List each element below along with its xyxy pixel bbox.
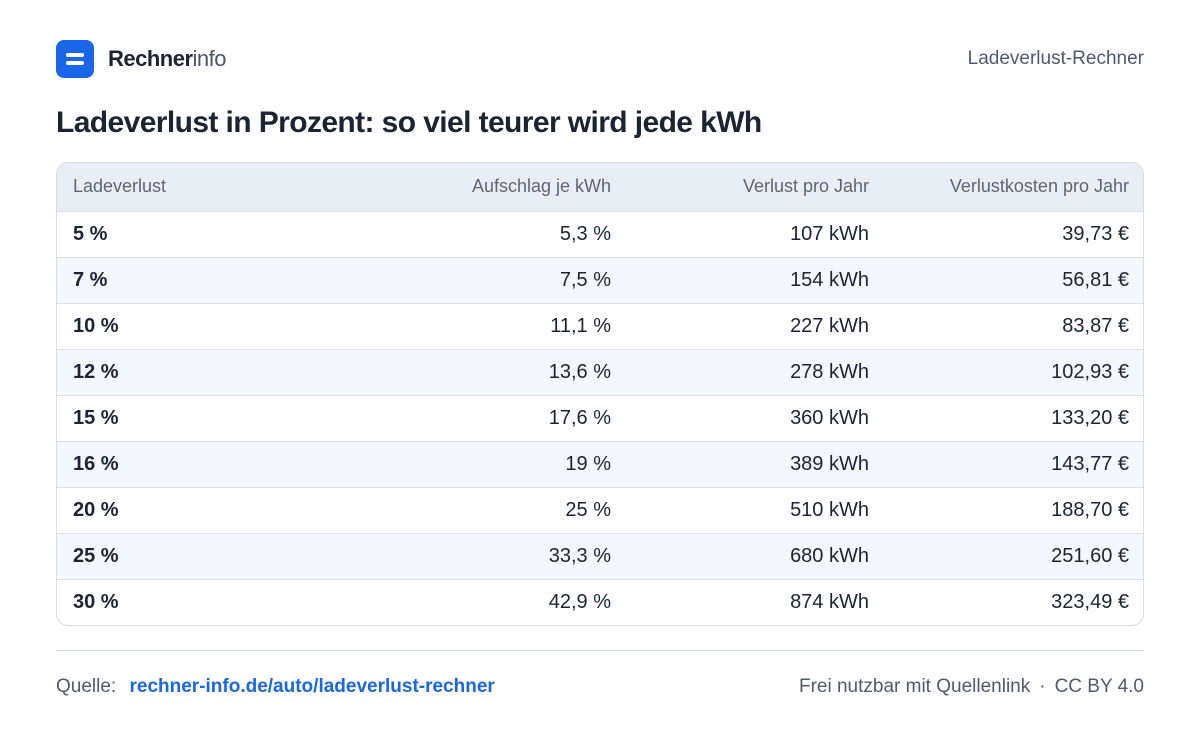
column-header-aufschlag: Aufschlag je kWh <box>471 176 611 197</box>
table-row: 15 % 17,6 % 360 kWh 133,20 € <box>57 395 1143 441</box>
column-header-ladeverlust: Ladeverlust <box>73 176 167 197</box>
cell-verlust-jahr: 680 kWh <box>790 544 869 567</box>
cell-ladeverlust: 5 % <box>73 222 108 245</box>
column-header-verlustkosten: Verlustkosten pro Jahr <box>949 176 1129 197</box>
cell-ladeverlust: 20 % <box>73 498 119 521</box>
cell-verlustkosten: 133,20 € <box>1051 406 1129 429</box>
loss-table: Ladeverlust Aufschlag je kWh Verlust pro… <box>57 163 1143 625</box>
cell-aufschlag: 17,6 % <box>548 406 611 429</box>
cell-verlustkosten: 323,49 € <box>1051 590 1129 613</box>
cell-aufschlag: 33,3 % <box>548 544 611 567</box>
source: Quelle: rechner-info.de/auto/ladeverlust… <box>56 676 495 698</box>
brand-name: Rechnerinfo <box>108 46 227 72</box>
license-text: Frei nutzbar mit Quellenlink <box>798 676 1031 697</box>
logo-icon <box>56 40 94 78</box>
page-title: Ladeverlust in Prozent: so viel teurer w… <box>56 106 762 139</box>
table-row: 16 % 19 % 389 kWh 143,77 € <box>57 441 1143 487</box>
cell-aufschlag: 19 % <box>565 452 611 475</box>
loss-table-card: Ladeverlust Aufschlag je kWh Verlust pro… <box>56 162 1144 626</box>
cell-ladeverlust: 15 % <box>73 406 119 429</box>
cell-aufschlag: 13,6 % <box>548 360 611 383</box>
cell-aufschlag: 5,3 % <box>559 222 611 245</box>
cell-verlustkosten: 251,60 € <box>1051 544 1129 567</box>
cell-aufschlag: 25 % <box>565 498 611 521</box>
cell-verlustkosten: 39,73 € <box>1062 222 1129 245</box>
table-row: 25 % 33,3 % 680 kWh 251,60 € <box>57 533 1143 579</box>
cell-verlustkosten: 143,77 € <box>1051 452 1129 475</box>
cell-verlustkosten: 102,93 € <box>1051 360 1129 383</box>
source-label: Quelle: <box>56 676 117 697</box>
page-header: Rechnerinfo Ladeverlust-Rechner <box>56 40 1144 78</box>
table-row: 20 % 25 % 510 kWh 188,70 € <box>57 487 1143 533</box>
license-name: CC BY 4.0 <box>1054 676 1144 697</box>
cell-verlust-jahr: 154 kWh <box>790 268 869 291</box>
cell-verlust-jahr: 389 kWh <box>790 452 869 475</box>
cell-verlust-jahr: 278 kWh <box>790 360 869 383</box>
cell-verlustkosten: 56,81 € <box>1062 268 1129 291</box>
brand-name-strong: Rechner <box>108 46 193 71</box>
cell-ladeverlust: 10 % <box>73 314 119 337</box>
cell-ladeverlust: 30 % <box>73 590 119 613</box>
column-header-verlust-jahr: Verlust pro Jahr <box>742 176 869 197</box>
brand[interactable]: Rechnerinfo <box>56 40 227 78</box>
cell-aufschlag: 42,9 % <box>548 590 611 613</box>
cell-verlust-jahr: 360 kWh <box>790 406 869 429</box>
cell-ladeverlust: 16 % <box>73 452 119 475</box>
footer-divider <box>56 650 1144 651</box>
table-row: 30 % 42,9 % 874 kWh 323,49 € <box>57 579 1143 625</box>
cell-verlust-jahr: 227 kWh <box>790 314 869 337</box>
table-header-row: Ladeverlust Aufschlag je kWh Verlust pro… <box>57 163 1143 211</box>
cell-verlust-jahr: 107 kWh <box>790 222 869 245</box>
cell-ladeverlust: 7 % <box>73 268 108 291</box>
page-footer: Quelle: rechner-info.de/auto/ladeverlust… <box>56 676 1144 698</box>
cell-verlust-jahr: 874 kWh <box>790 590 869 613</box>
license: Frei nutzbar mit Quellenlink · CC BY 4.0 <box>799 676 1144 698</box>
cell-verlustkosten: 83,87 € <box>1062 314 1129 337</box>
table-body: 5 % 5,3 % 107 kWh 39,73 € 7 % 7,5 % 154 kWh 56,… <box>57 211 1143 625</box>
table-row: 10 % 11,1 % 227 kWh 83,87 € <box>57 303 1143 349</box>
cell-verlustkosten: 188,70 € <box>1051 498 1129 521</box>
table-row: 7 % 7,5 % 154 kWh 56,81 € <box>57 257 1143 303</box>
source-link[interactable]: rechner-info.de/auto/ladeverlust-rechner <box>129 676 495 697</box>
cell-aufschlag: 7,5 % <box>559 268 611 291</box>
page-label: Ladeverlust-Rechner <box>967 48 1144 69</box>
cell-ladeverlust: 25 % <box>73 544 119 567</box>
table-row: 5 % 5,3 % 107 kWh 39,73 € <box>57 211 1143 257</box>
cell-verlust-jahr: 510 kWh <box>790 498 869 521</box>
table-row: 12 % 13,6 % 278 kWh 102,93 € <box>57 349 1143 395</box>
license-separator: · <box>1039 676 1046 697</box>
cell-ladeverlust: 12 % <box>73 360 119 383</box>
cell-aufschlag: 11,1 % <box>550 314 611 337</box>
brand-name-light: info <box>192 46 227 71</box>
